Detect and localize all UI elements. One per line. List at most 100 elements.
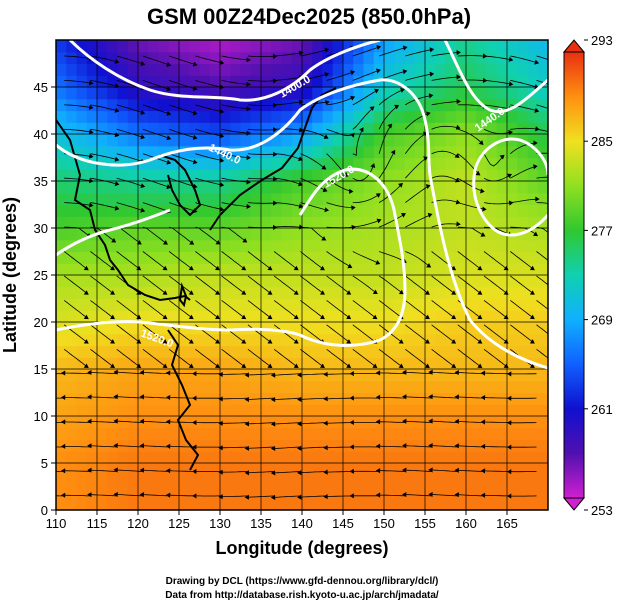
heatmap-cell [404, 204, 416, 217]
heatmap-cell [425, 486, 436, 499]
heatmap-cell [384, 451, 395, 464]
heatmap-cell [322, 463, 334, 476]
streamline [300, 348, 323, 367]
heatmap-cell [322, 298, 334, 311]
heatmap-cell [353, 169, 365, 182]
heatmap-cell [343, 486, 354, 499]
heatmap-cell [127, 87, 139, 100]
heatmap-cell [507, 275, 518, 288]
heatmap-cell [394, 333, 406, 347]
heatmap-cell [230, 145, 242, 159]
heatmap-cell [199, 51, 211, 65]
heatmap-cell [476, 110, 488, 123]
heatmap-cell [455, 451, 467, 464]
heatmap-cell [507, 357, 518, 370]
streamline-arrow [293, 314, 299, 320]
heatmap-cell [517, 474, 529, 488]
heatmap-cell [240, 63, 252, 76]
heatmap-cell [425, 181, 436, 194]
heatmap-cell [168, 40, 180, 53]
streamline-arrow [298, 127, 304, 133]
heatmap-cell [343, 357, 354, 370]
heatmap-cell [425, 333, 436, 347]
heatmap-cell [343, 239, 354, 253]
heatmap-cell [414, 486, 426, 499]
heatmap-cell [394, 134, 406, 147]
streamline-arrow [454, 492, 459, 498]
heatmap-cell [332, 404, 344, 417]
streamline [405, 186, 428, 203]
heatmap-cell [517, 369, 529, 382]
streamline [431, 348, 454, 367]
heatmap-cell [353, 181, 365, 194]
heatmap-cell [261, 298, 272, 311]
streamline-arrow [507, 493, 512, 499]
heatmap-cell [373, 169, 385, 182]
heatmap-cell [435, 416, 447, 429]
streamline [274, 495, 301, 498]
heatmap-cell [158, 439, 170, 452]
heatmap-cell [291, 157, 303, 170]
streamline-arrow [270, 470, 276, 476]
heatmap-cell [537, 380, 548, 394]
streamline [405, 73, 431, 81]
heatmap-cell [343, 98, 354, 112]
heatmap-cell [425, 263, 436, 276]
heatmap-cell [66, 380, 78, 394]
heatmap-cell [97, 427, 108, 441]
heatmap-cell [466, 322, 477, 335]
heatmap-cell [107, 345, 119, 358]
streamline [431, 175, 457, 181]
heatmap-cell [404, 98, 416, 112]
streamline-arrow [192, 134, 198, 140]
heatmap-cell [486, 357, 498, 370]
heatmap-cell [189, 357, 201, 370]
heatmap-cell [476, 286, 488, 300]
heatmap-cell [261, 122, 272, 135]
heatmap-cell [404, 239, 416, 253]
heatmap-cell [466, 122, 477, 135]
streamline-arrow [244, 421, 249, 427]
heatmap-cell [138, 192, 149, 206]
heatmap-cell [189, 40, 201, 53]
heatmap-cell [168, 110, 180, 123]
streamline-arrow [323, 134, 329, 139]
heatmap-cell [455, 63, 467, 76]
heatmap-cell [332, 110, 344, 123]
streamline-arrow [535, 126, 540, 132]
heatmap-cell [168, 169, 180, 182]
streamline [116, 324, 139, 342]
streamline [274, 397, 301, 400]
heatmap-cell [261, 192, 272, 206]
heatmap-cell [230, 98, 242, 112]
heatmap-cell [179, 122, 190, 135]
coastline-asia [56, 119, 191, 302]
streamline [326, 471, 353, 473]
heatmap-cell [189, 333, 201, 347]
y-tick-label: 45 [34, 80, 48, 95]
heatmap-cell [148, 298, 160, 311]
heatmap-cell [302, 451, 313, 464]
heatmap-cell [240, 239, 252, 253]
heatmap-cell [199, 310, 211, 323]
heatmap-cell [66, 181, 78, 194]
heatmap-cell [148, 40, 160, 53]
heatmap-cell [148, 310, 160, 323]
heatmap-cell [117, 322, 129, 335]
heatmap-cell [353, 263, 365, 276]
heatmap-cell [127, 204, 139, 217]
heatmap-cell [343, 157, 354, 170]
streamline-arrow [165, 443, 171, 449]
heatmap-cell [312, 322, 324, 335]
heatmap-cell [527, 157, 539, 170]
streamline [326, 446, 353, 449]
streamline-arrow [375, 419, 381, 425]
heatmap-cell [86, 369, 98, 382]
heatmap-cell [414, 192, 426, 206]
heatmap-cell [353, 204, 365, 217]
heatmap-cell [179, 498, 190, 510]
heatmap-cell [496, 263, 508, 276]
heatmap-cell [435, 498, 447, 510]
heatmap-cell [271, 145, 283, 159]
streamline [143, 396, 170, 399]
